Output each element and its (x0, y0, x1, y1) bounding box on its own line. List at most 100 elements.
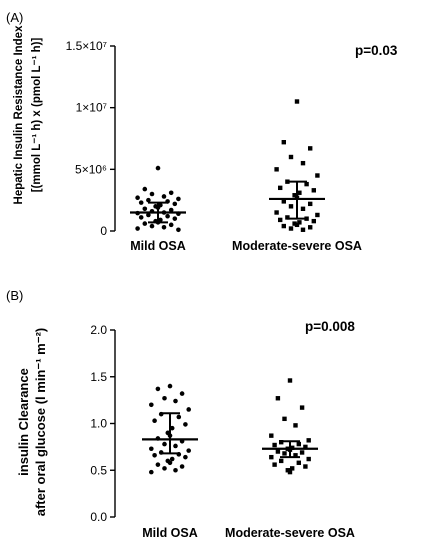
panel-b-category-mild: Mild OSA (142, 526, 198, 540)
panel-a-data-point (311, 188, 316, 193)
panel-a-y-tick-label: 0 (100, 224, 107, 238)
panel-a-category-mild: Mild OSA (130, 239, 186, 253)
panel-b-data-point (287, 469, 293, 475)
panel-a-p-value: p=0.03 (355, 43, 398, 58)
panel-b-data-point (272, 442, 277, 448)
panel-a-data-point (281, 223, 286, 229)
panel-b-data-point (186, 407, 191, 412)
panel-a-data-point (288, 204, 294, 209)
panel-a-data-point (292, 193, 297, 198)
panel-a-data-point (304, 181, 309, 187)
panel-a-data-point (135, 195, 140, 200)
panel-a-data-point (138, 200, 144, 205)
panel-a-data-point (315, 173, 320, 178)
panel-b-data-point (176, 414, 182, 420)
panel-a-y-tick-label: 1×10⁷ (76, 101, 107, 115)
panel-b-label: (B) (6, 288, 23, 303)
panel-a-y-tick-label: 1.5×10⁷ (66, 39, 107, 53)
panel-b-y-tick-label: 0.5 (90, 463, 107, 477)
panel-a-data-point (149, 191, 155, 197)
panel-a-data-point (168, 207, 174, 213)
panel-b-data-point (183, 422, 188, 427)
panel-a-data-point (142, 206, 148, 212)
panel-b-data-point (183, 454, 188, 460)
panel-b-data-point (169, 425, 175, 431)
panel-a-data-point (300, 160, 306, 166)
panel-a-category-moderate-severe: Moderate-severe OSA (232, 239, 362, 253)
panel-a-data-point (172, 201, 178, 207)
panel-a-data-point (135, 226, 140, 231)
panel-a-data-point (308, 201, 313, 207)
panel-b-data-point (296, 460, 301, 465)
panel-a-data-point (311, 218, 316, 224)
panel-a-data-point (300, 227, 306, 232)
panel-b-data-point (152, 418, 157, 423)
panel-a-data-point (278, 217, 283, 223)
panel-b-category-moderate-severe: Moderate-severe OSA (225, 526, 355, 540)
panel-a-data-point (294, 222, 300, 228)
panel-a-data-point (288, 154, 294, 160)
panel-a-data-point (161, 194, 167, 199)
panel-a-data-point (165, 213, 170, 219)
panel-a-data-point (142, 186, 148, 192)
panel-a-data-point (176, 196, 181, 202)
panel-b-y-tick-label: 0.0 (90, 510, 107, 524)
panel-b-y-tick-label: 1.0 (90, 417, 107, 431)
panel-b-data-point (179, 464, 185, 469)
panel-a: (A) Hepatic Insulin Resistance Index [(m… (6, 10, 398, 253)
panel-b-data-point (299, 405, 305, 410)
panel-b-data-point (282, 451, 287, 456)
panel-b-data-point (275, 449, 281, 454)
panel-b-data-point (296, 441, 301, 447)
panel-b-data-point (290, 466, 295, 471)
panel-b-data-point (173, 467, 178, 473)
panel-b-data-point (162, 441, 167, 447)
panel-a-data-point (149, 223, 155, 229)
panel-b-points (149, 378, 311, 475)
panel-a-points (135, 99, 320, 233)
panel-b-data-point (169, 456, 175, 462)
panel-b-data-point (155, 462, 161, 467)
panel-a-data-point (308, 146, 313, 151)
panel-b-data-point (149, 446, 154, 452)
panel-a-y-ticks: 0 5×10⁶ 1×10⁷ 1.5×10⁷ (66, 39, 115, 238)
panel-b-data-point (293, 423, 298, 428)
panel-a-data-point (297, 220, 302, 225)
panel-a-data-point (155, 165, 161, 171)
panel-b-data-point (306, 456, 311, 462)
panel-a-data-point (274, 167, 279, 172)
panel-a-mean-sd-bars (130, 180, 325, 224)
panel-b-data-point (269, 454, 274, 460)
panel-a-data-point (281, 140, 286, 145)
panel-b-data-point (152, 452, 157, 458)
panel-a-data-point (308, 225, 313, 230)
panel-b-data-point (303, 444, 308, 450)
panel-b-data-point (275, 396, 281, 401)
panel-a-data-point (168, 222, 174, 228)
panel-a-data-point (285, 215, 290, 220)
panel-b-ylabel-line-2: after oral glucose (l min⁻¹ m⁻²) (33, 328, 48, 517)
panel-a-data-point (288, 226, 294, 231)
panel-b-data-point (299, 450, 305, 455)
panel-b-data-point (149, 402, 154, 408)
panel-a-data-point (138, 215, 144, 220)
panel-a-data-point (161, 225, 167, 230)
panel-b-y-tick-label: 2.0 (90, 323, 107, 337)
panel-b-data-point (173, 443, 178, 449)
panel-b-data-point (162, 466, 167, 471)
panel-a-data-point (315, 212, 320, 218)
panel-b-data-point (167, 383, 173, 389)
panel-b-data-point (279, 458, 284, 464)
panel-b-data-point (287, 378, 293, 383)
panel-b: (B) insulin Clearance after oral glucose… (6, 288, 355, 540)
panel-b-data-point (162, 395, 167, 401)
panel-b-data-point (173, 398, 178, 404)
panel-b-y-tick-label: 1.5 (90, 370, 107, 384)
panel-a-y-tick-label: 5×10⁶ (75, 162, 107, 176)
panel-a-ylabel-line-2: [(mmol L⁻¹ h) x (pmol L⁻¹ h)] (31, 38, 43, 193)
panel-a-data-point (168, 190, 174, 196)
panel-b-data-point (179, 391, 185, 396)
panel-b-data-point (282, 416, 287, 422)
panel-a-data-point (300, 206, 306, 211)
panel-b-ylabel-line-1: insulin Clearance (16, 368, 31, 476)
